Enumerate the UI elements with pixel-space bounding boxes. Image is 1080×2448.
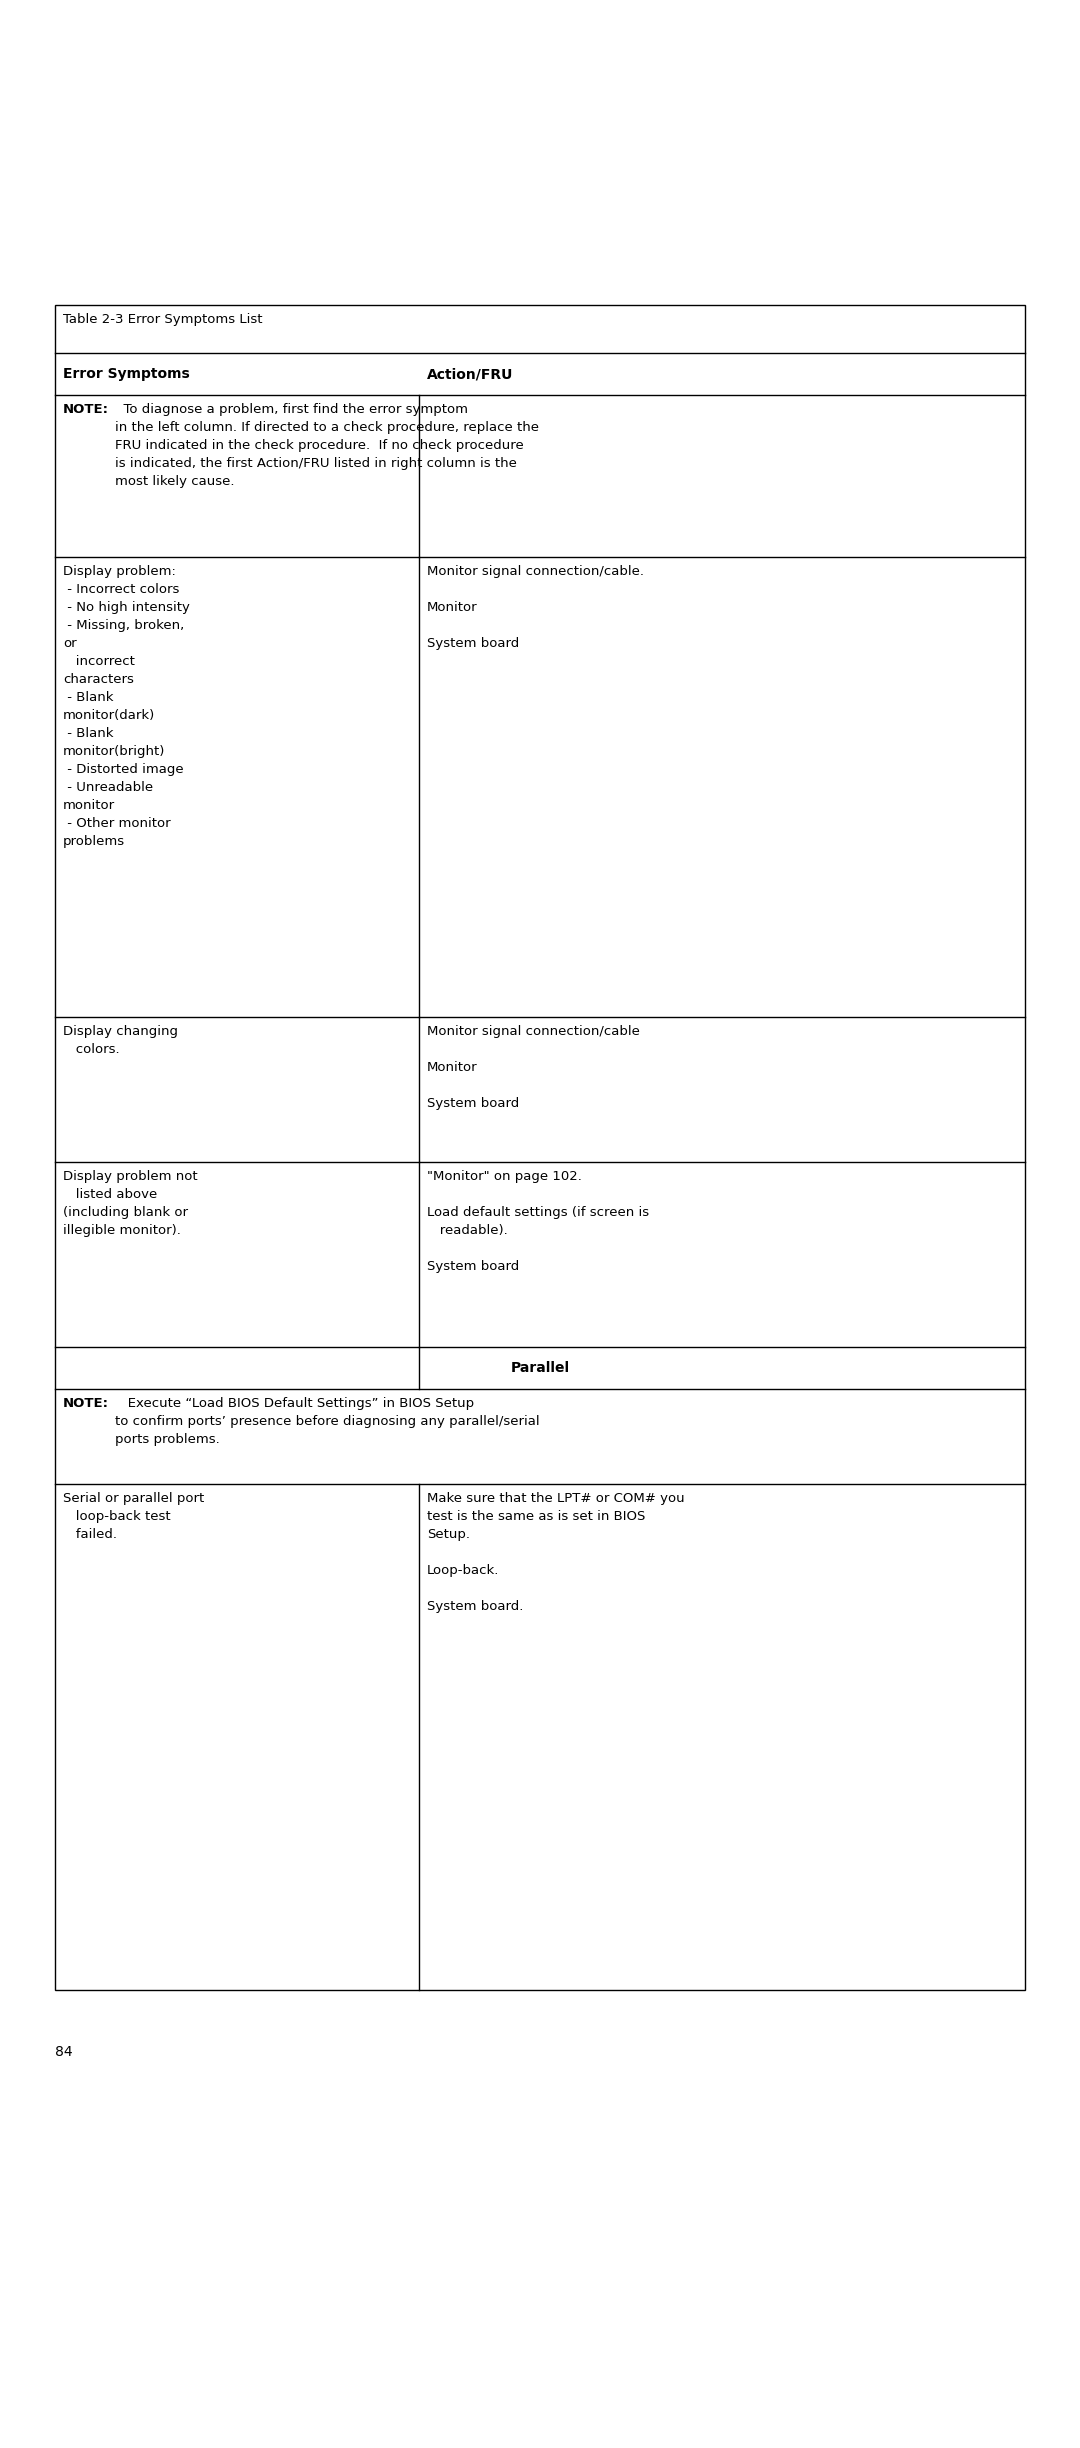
Text: Monitor signal connection/cable

Monitor

System board: Monitor signal connection/cable Monitor … [427,1026,639,1109]
Bar [55,306,1025,1990]
Text: NOTE:: NOTE: [63,1398,109,1410]
Text: Action/FRU: Action/FRU [427,367,513,382]
Text: Display changing
   colors.: Display changing colors. [63,1026,178,1055]
Text: Execute “Load BIOS Default Settings” in BIOS Setup
to confirm ports’ presence be: Execute “Load BIOS Default Settings” in … [114,1398,540,1447]
Text: Error Symptoms: Error Symptoms [63,367,190,382]
Text: Parallel: Parallel [511,1361,569,1376]
Text: To diagnose a problem, first find the error symptom
in the left column. If direc: To diagnose a problem, first find the er… [114,404,539,487]
Text: NOTE:: NOTE: [63,404,109,416]
Text: Serial or parallel port
   loop-back test
   failed.: Serial or parallel port loop-back test f… [63,1491,204,1540]
Text: Monitor signal connection/cable.

Monitor

System board: Monitor signal connection/cable. Monitor… [427,565,644,651]
Text: Display problem not
   listed above
(including blank or
illegible monitor).: Display problem not listed above (includ… [63,1170,198,1236]
Text: Make sure that the LPT# or COM# you
test is the same as is set in BIOS
Setup.

L: Make sure that the LPT# or COM# you test… [427,1491,685,1613]
Text: 84: 84 [55,2044,72,2059]
Text: "Monitor" on page 102.

Load default settings (if screen is
   readable).

Syste: "Monitor" on page 102. Load default sett… [427,1170,649,1273]
Text: Display problem:
 - Incorrect colors
 - No high intensity
 - Missing, broken,
or: Display problem: - Incorrect colors - No… [63,565,190,847]
Text: Table 2-3 Error Symptoms List: Table 2-3 Error Symptoms List [63,313,262,326]
